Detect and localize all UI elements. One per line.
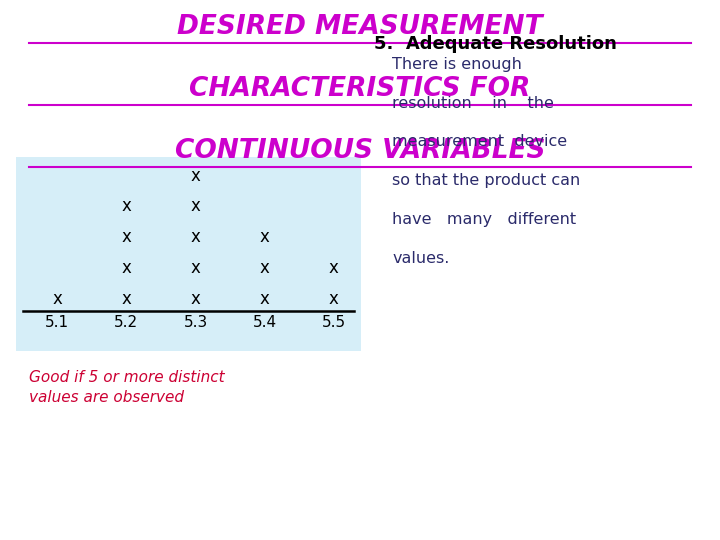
Text: values.: values.	[392, 251, 450, 266]
Text: x: x	[329, 259, 338, 277]
Text: resolution    in    the: resolution in the	[392, 96, 554, 111]
FancyBboxPatch shape	[16, 157, 361, 351]
Text: x: x	[191, 228, 200, 246]
Text: CHARACTERISTICS FOR: CHARACTERISTICS FOR	[189, 76, 531, 102]
Text: x: x	[191, 198, 200, 215]
Text: x: x	[191, 259, 200, 277]
Text: 5.2: 5.2	[114, 315, 138, 330]
Text: 5.  Adequate Resolution: 5. Adequate Resolution	[374, 35, 617, 53]
Text: x: x	[260, 290, 269, 308]
Text: Good if 5 or more distinct
values are observed: Good if 5 or more distinct values are ob…	[29, 370, 225, 404]
Text: have   many   different: have many different	[392, 212, 577, 227]
Text: CONTINUOUS VARIABLES: CONTINUOUS VARIABLES	[175, 138, 545, 164]
Text: 5.3: 5.3	[184, 315, 207, 330]
Text: x: x	[122, 290, 131, 308]
Text: so that the product can: so that the product can	[392, 173, 580, 188]
Text: x: x	[122, 259, 131, 277]
Text: x: x	[53, 290, 62, 308]
Text: 5.5: 5.5	[322, 315, 346, 330]
Text: x: x	[191, 167, 200, 185]
Text: x: x	[122, 198, 131, 215]
Text: 5.4: 5.4	[253, 315, 276, 330]
Text: measurement  device: measurement device	[392, 134, 567, 150]
Text: 5.1: 5.1	[45, 315, 69, 330]
Text: DESIRED MEASUREMENT: DESIRED MEASUREMENT	[177, 14, 543, 39]
Text: x: x	[191, 290, 200, 308]
Text: x: x	[122, 228, 131, 246]
Text: x: x	[329, 290, 338, 308]
Text: x: x	[260, 228, 269, 246]
Text: There is enough: There is enough	[392, 57, 522, 72]
Text: x: x	[260, 259, 269, 277]
